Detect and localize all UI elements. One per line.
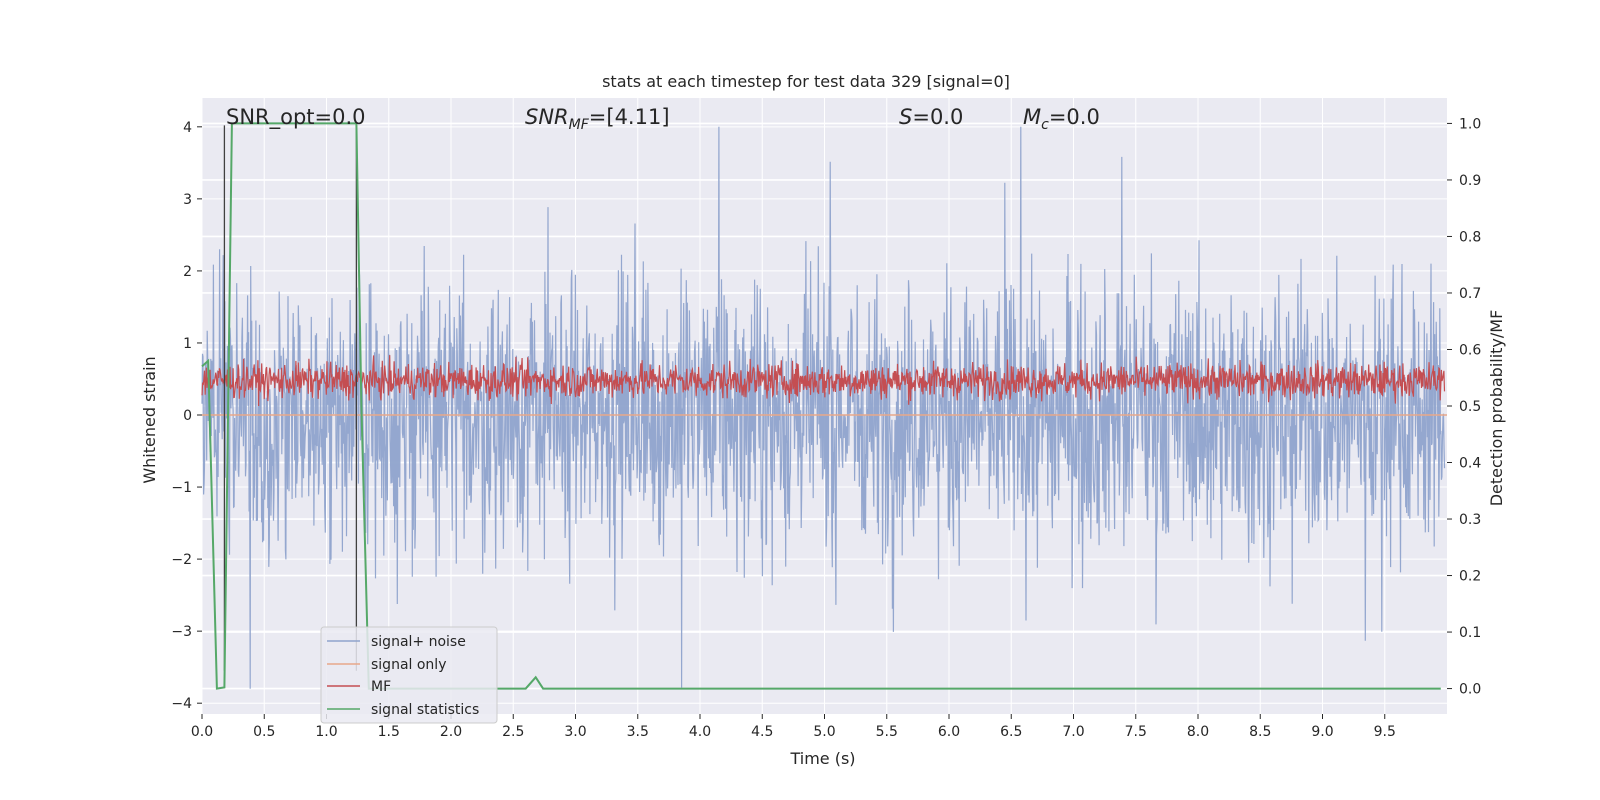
x-tick-label: 9.0 (1311, 724, 1333, 740)
y-right-tick-label: 0.7 (1459, 286, 1481, 302)
x-tick-label: 7.5 (1125, 724, 1147, 740)
series-layer (201, 122, 1447, 690)
y-axis-right-label: Detection probability/MF (1487, 310, 1506, 507)
annotation-snr-mf-value: =[4.11] (589, 105, 670, 129)
annotation-s-symbol: S (899, 105, 912, 129)
legend: signal+ noise signal only MF signal stat… (320, 626, 498, 724)
y-right-tick-label: 0.6 (1459, 342, 1481, 358)
x-tick-label: 1.5 (378, 724, 400, 740)
y-left-tick-label: −3 (171, 624, 192, 640)
x-tick-label: 2.5 (502, 724, 524, 740)
x-tick-label: 9.5 (1374, 724, 1396, 740)
x-tick-label: 8.5 (1249, 724, 1271, 740)
y-right-tick-label: 0.3 (1459, 512, 1481, 528)
x-tick-label: 2.0 (440, 724, 462, 740)
y-right-tick-label: 0.8 (1459, 229, 1481, 245)
y-left-tick-label: 2 (183, 264, 192, 280)
x-tick-label: 5.5 (876, 724, 898, 740)
y-left-tick-label: 0 (183, 408, 192, 424)
y-left-tick-label: −4 (171, 696, 192, 712)
x-tick-label: 8.0 (1187, 724, 1209, 740)
x-axis-label: Time (s) (789, 749, 855, 768)
annotation-snr-mf-symbol: SNR (525, 105, 569, 129)
annotation-snr-mf: SNRMF=[4.11] (525, 105, 670, 133)
x-tick-label: 0.0 (191, 724, 213, 740)
legend-label-mf: MF (371, 679, 391, 695)
y-right-tick-label: 0.0 (1459, 682, 1481, 698)
x-tick-label: 7.0 (1062, 724, 1084, 740)
x-tick-label: 3.5 (627, 724, 649, 740)
legend-label-signal-statistics: signal statistics (371, 702, 479, 718)
x-tick-label: 6.0 (938, 724, 960, 740)
x-tick-label: 6.5 (1000, 724, 1022, 740)
annotation-snr-opt: SNR_opt=0.0 (226, 105, 366, 130)
y-axis-left-label: Whitened strain (140, 356, 159, 483)
y-right-tick-label: 0.5 (1459, 399, 1481, 415)
x-tick-label: 4.0 (689, 724, 711, 740)
y-left-tick-label: 4 (183, 120, 192, 136)
series-signal-statistics-line (201, 122, 1441, 690)
annotation-s-value: =0.0 (912, 105, 963, 129)
annotation-s: S=0.0 (899, 105, 963, 129)
y-left-tick-label: 3 (183, 192, 192, 208)
x-tick-label: 5.0 (813, 724, 835, 740)
x-tick-label: 4.5 (751, 724, 773, 740)
y-right-tick-label: 0.1 (1459, 625, 1481, 641)
x-tick-label: 3.0 (564, 724, 586, 740)
y-right-tick-label: 0.2 (1459, 569, 1481, 585)
x-tick-label: 0.5 (253, 724, 275, 740)
annotation-mc: Mc=0.0 (1023, 105, 1100, 133)
series-mf-line (201, 355, 1446, 407)
annotation-snr-mf-sub: MF (569, 117, 590, 133)
y-left-tick-label: 1 (183, 336, 192, 352)
axes: 0.0 0.5 1.0 1.5 2.0 2.5 3.0 3.5 4.0 4.5 5.0 5.5 6.0 6… (171, 116, 1481, 740)
legend-box (320, 626, 498, 724)
y-left-tick-label: −1 (171, 480, 192, 496)
y-right-tick-label: 0.4 (1459, 456, 1481, 472)
annotation-mc-value: =0.0 (1049, 105, 1100, 129)
chart-title: stats at each timestep for test data 329… (602, 72, 1010, 91)
x-tick-label: 1.0 (315, 724, 337, 740)
annotation-mc-symbol: M (1023, 105, 1041, 129)
series-signal-noise-line (201, 126, 1446, 689)
y-left-tick-label: −2 (171, 552, 192, 568)
legend-label-signal-only: signal only (371, 657, 446, 673)
legend-label-signal-noise: signal+ noise (371, 634, 466, 650)
y-right-tick-label: 1.0 (1459, 116, 1481, 132)
annotation-mc-sub: c (1041, 117, 1049, 133)
y-right-tick-label: 0.9 (1459, 173, 1481, 189)
